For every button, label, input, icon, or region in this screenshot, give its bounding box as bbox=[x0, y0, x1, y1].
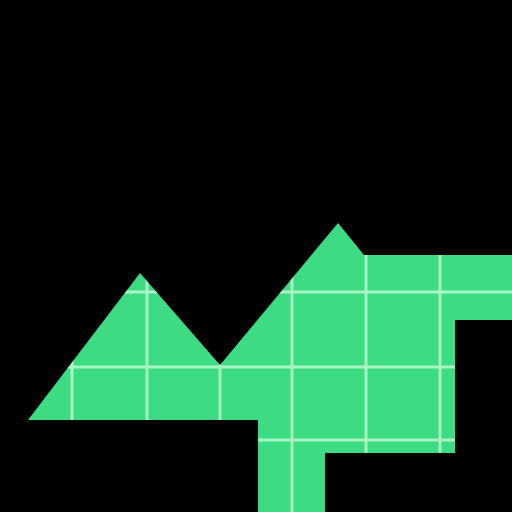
scene bbox=[28, 223, 512, 512]
page bbox=[28, 223, 512, 512]
